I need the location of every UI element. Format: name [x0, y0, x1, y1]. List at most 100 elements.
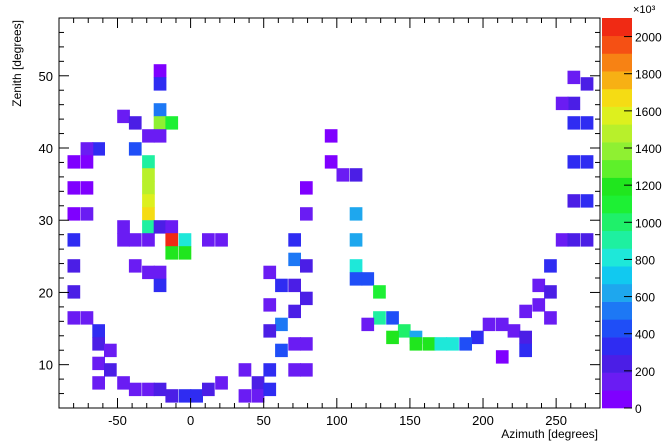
colorbar-tick-label: 0	[635, 402, 642, 416]
heatmap-cell	[567, 70, 581, 85]
heatmap-cell	[67, 207, 81, 221]
heatmap-cell	[67, 181, 81, 195]
heatmap-cells	[67, 64, 594, 403]
heatmap-cell	[580, 155, 594, 169]
heatmap-cell	[153, 220, 167, 234]
x-tick-label: 0	[187, 413, 194, 428]
heatmap-cell	[544, 259, 557, 273]
heatmap-cell	[275, 343, 288, 358]
heatmap-cell	[153, 129, 167, 143]
colorbar-tick-label: 800	[635, 253, 655, 267]
heatmap-cell	[519, 330, 532, 345]
heatmap-cell	[178, 233, 192, 247]
heatmap-cell	[67, 155, 81, 169]
heatmap-cell	[567, 96, 581, 111]
heatmap-cell	[373, 285, 386, 299]
heatmap-cell	[300, 207, 313, 221]
heatmap-cell	[288, 233, 301, 247]
colorbar-tick-label: 1600	[635, 105, 662, 119]
heatmap-cell	[580, 77, 594, 91]
heatmap-cell	[434, 337, 448, 351]
heatmap-cell	[215, 233, 228, 247]
colorbar-segment	[602, 35, 632, 54]
colorbar-segment	[602, 195, 632, 214]
heatmap-cell	[128, 382, 142, 397]
heatmap-cell	[386, 311, 399, 325]
heatmap-cell	[165, 233, 179, 247]
colorbar-multiplier: ×10³	[633, 4, 656, 16]
heatmap-cell	[67, 311, 81, 325]
heatmap-cell	[190, 389, 203, 403]
x-tick-label: 50	[256, 413, 270, 428]
colorbar-segment	[602, 106, 632, 125]
heatmap-cell	[300, 337, 313, 351]
heatmap-cell	[238, 363, 252, 377]
heatmap-cell	[580, 194, 594, 208]
heatmap-cell	[482, 317, 496, 332]
heatmap-cell	[202, 233, 215, 247]
x-axis-ticks: -50 0 50 100 150 200 250	[73, 18, 586, 428]
y-tick-label: 20	[39, 285, 53, 300]
heatmap-cell	[300, 181, 313, 195]
colorbar-segment	[602, 301, 632, 320]
heatmap-cell	[263, 265, 277, 280]
heatmap-cell	[263, 363, 277, 377]
heatmap-cell	[142, 265, 155, 280]
colorbar-tick-label: 600	[635, 291, 655, 305]
heatmap-cell	[165, 220, 179, 234]
heatmap-cell	[104, 343, 117, 358]
heatmap-cell	[178, 389, 192, 403]
heatmap-cell	[142, 168, 155, 182]
heatmap-cell	[263, 324, 277, 338]
heatmap-cell	[142, 382, 155, 397]
heatmap-cell	[142, 181, 155, 195]
colorbar-segment	[602, 337, 632, 356]
colorbar-segment	[602, 390, 632, 409]
colorbar-segment	[602, 213, 632, 232]
colorbar-segment	[602, 159, 632, 178]
x-tick-label: 100	[326, 413, 348, 428]
heatmap-cell	[142, 233, 155, 247]
heatmap-cell	[580, 233, 594, 247]
heatmap-cell	[532, 278, 546, 293]
heatmap-cell	[495, 350, 509, 364]
heatmap-cell	[300, 259, 313, 273]
heatmap-cell	[263, 382, 277, 397]
y-tick-label: 40	[39, 141, 53, 156]
heatmap-cell	[92, 356, 105, 371]
heatmap-cell	[288, 363, 301, 377]
heatmap-cell	[117, 376, 130, 390]
heatmap-cell	[300, 363, 313, 377]
colorbar-tick-label: 1000	[635, 216, 662, 230]
heatmap-cell	[153, 103, 167, 117]
heatmap-cell	[567, 155, 581, 169]
heatmap-cell	[263, 298, 277, 312]
heatmap-cell	[519, 304, 532, 319]
heatmap-cell	[288, 337, 301, 351]
heatmap-cell	[288, 304, 301, 319]
heatmap-cell	[495, 317, 509, 332]
heatmap-cell	[251, 376, 265, 390]
heatmap-cell	[275, 317, 288, 332]
colorbar-tick-label: 400	[635, 328, 655, 342]
colorbar-segment	[602, 71, 632, 90]
heatmap-cell	[567, 116, 581, 130]
heatmap-cell	[507, 324, 521, 338]
heatmap-cell	[288, 252, 301, 267]
y-axis-ticks: 10 20 30 40 50	[39, 17, 600, 395]
heatmap-cell	[215, 376, 228, 390]
heatmap-cell	[142, 155, 155, 169]
heatmap-cell	[165, 116, 179, 130]
x-axis-label: Azimuth [degrees]	[501, 427, 598, 441]
heatmap-cell	[349, 233, 363, 247]
heatmap-cell	[80, 155, 94, 169]
colorbar-segment	[602, 88, 632, 107]
heatmap-cell	[532, 298, 546, 312]
heatmap-cell	[349, 168, 363, 182]
y-tick-label: 50	[39, 69, 53, 84]
x-tick-label: 250	[545, 413, 567, 428]
heatmap-cell	[104, 363, 117, 377]
heatmap-cell	[153, 116, 167, 130]
heatmap-cell	[544, 311, 557, 325]
heatmap-cell	[288, 278, 301, 293]
